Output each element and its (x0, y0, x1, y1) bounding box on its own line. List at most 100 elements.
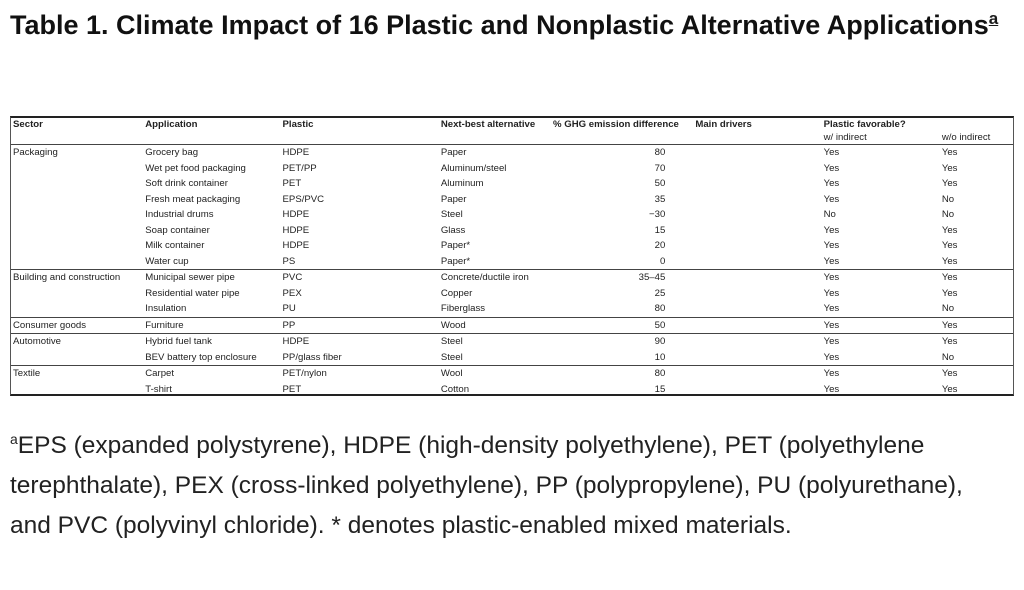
cell-alternative: Paper (440, 193, 467, 205)
cell-without-indirect: Yes (939, 365, 1013, 382)
cell-drivers (693, 192, 821, 208)
cell-alternative: Paper* (440, 255, 471, 267)
cell-sector (11, 238, 143, 254)
cell-application: Municipal sewer pipe (143, 269, 281, 286)
cell-application: Milk container (145, 240, 205, 251)
cell-alternative: Concrete/ductile iron (438, 269, 552, 286)
cell-without-indirect: No (941, 303, 955, 314)
cell-with-indirect: Yes (823, 178, 840, 189)
cell-without-indirect: Yes (941, 383, 958, 395)
cell-plastic: PS (282, 255, 296, 267)
cell-drivers (693, 238, 821, 254)
cell-plastic: PP/glass fiber (282, 351, 342, 363)
cell-without-indirect: Yes (941, 287, 958, 299)
cell-alternative: Wood (438, 316, 552, 334)
cell-without-indirect: Yes (941, 255, 958, 267)
cell-with-indirect: No (823, 209, 836, 220)
cell-drivers (693, 316, 822, 334)
cell-drivers (693, 161, 821, 177)
cell-application: Fresh meat packaging (145, 193, 241, 205)
cell-ghg: 0 (659, 255, 666, 267)
cell-plastic: PEX (282, 287, 302, 299)
cell-plastic: HDPE (282, 240, 310, 251)
cell-ghg: 50 (654, 178, 666, 189)
table-row: Wet pet food packaging PET/PP Aluminum/ste… (11, 161, 1013, 177)
cell-sector: Automotive (11, 333, 144, 350)
header-ghg: % GHG emission difference (553, 119, 679, 130)
table-row: Water cup PS Paper* 0 Yes Yes (11, 254, 1013, 270)
cell-without-indirect: No (941, 351, 955, 363)
table-body: Packaging Grocery bag HDPE Paper 80 Yes Yes Wet… (11, 145, 1013, 398)
cell-ghg: 15 (654, 383, 666, 395)
cell-sector (11, 254, 143, 270)
cell-drivers (693, 269, 822, 286)
table-row: Building and construction Municipal sewer… (11, 269, 1013, 286)
table-title: Table 1. Climate Impact of 16 Plastic an… (10, 4, 1010, 46)
cell-ghg: 10 (654, 351, 666, 363)
table-row: T-shirt PET Cotton 15 Yes Yes (11, 382, 1013, 398)
cell-drivers (693, 254, 821, 270)
cell-sector (11, 223, 143, 239)
cell-sector (11, 176, 143, 192)
table-row: Textile Carpet PET/nylon Wool 80 Yes Yes (11, 365, 1013, 382)
header-sector: Sector (13, 119, 43, 130)
cell-sector (11, 301, 143, 317)
cell-plastic: HDPE (282, 224, 310, 236)
cell-application: Residential water pipe (145, 287, 240, 299)
cell-with-indirect: Yes (821, 365, 940, 382)
cell-drivers (693, 301, 821, 317)
cell-plastic: PET/PP (282, 162, 317, 174)
footnote-link[interactable]: a (988, 9, 999, 28)
header-empty (940, 118, 1013, 131)
cell-application: Carpet (143, 365, 281, 382)
cell-plastic: PET (282, 383, 302, 395)
footnote-text: EPS (expanded polystyrene), HDPE (high-d… (10, 432, 963, 539)
cell-plastic: PET (282, 178, 302, 189)
cell-plastic: HDPE (282, 209, 310, 220)
cell-drivers (693, 350, 821, 366)
cell-application: Grocery bag (145, 147, 199, 158)
cell-alternative: Cotton (440, 383, 470, 395)
table-row: Fresh meat packaging EPS/PVC Paper 35 Yes No (11, 192, 1013, 208)
cell-alternative: Glass (440, 224, 466, 236)
cell-ghg: −30 (649, 209, 666, 220)
subheader-row: w/ indirect w/o indirect (11, 131, 1013, 145)
cell-ghg: 35–45 (551, 269, 694, 286)
cell-alternative: Aluminum/steel (440, 162, 507, 174)
cell-alternative: Steel (440, 351, 463, 363)
header-drivers: Main drivers (695, 119, 752, 130)
cell-sector: Packaging (13, 147, 58, 158)
cell-sector: Textile (11, 365, 144, 382)
cell-ghg: 15 (654, 224, 666, 236)
subheader-1 (143, 131, 280, 145)
cell-application: Furniture (143, 316, 281, 334)
cell-without-indirect: Yes (939, 316, 1013, 334)
cell-alternative: Paper* (440, 240, 471, 251)
cell-plastic: HDPE (280, 333, 439, 350)
cell-sector: Building and construction (11, 269, 144, 286)
cell-without-indirect: Yes (941, 178, 958, 189)
cell-sector (11, 207, 143, 223)
cell-sector (11, 161, 143, 177)
footnote-marker: a (10, 430, 18, 447)
cell-alternative: Wool (438, 365, 552, 382)
cell-alternative: Steel (440, 209, 463, 220)
cell-ghg: 50 (551, 316, 694, 334)
cell-drivers (693, 176, 821, 192)
table-row: Packaging Grocery bag HDPE Paper 80 Yes Yes (11, 145, 1013, 161)
cell-plastic: PU (282, 303, 296, 314)
cell-application: Industrial drums (145, 209, 214, 220)
cell-application: BEV battery top enclosure (145, 351, 257, 363)
cell-with-indirect: Yes (821, 333, 940, 350)
cell-alternative: Steel (438, 333, 552, 350)
data-table-container: Sector Application Plastic Next-best alt… (10, 116, 1014, 396)
cell-sector (11, 382, 143, 398)
cell-plastic: PP (280, 316, 439, 334)
cell-application: Water cup (145, 255, 189, 267)
cell-with-indirect: Yes (823, 351, 840, 363)
subheader-4 (551, 131, 693, 145)
header-row: Sector Application Plastic Next-best alt… (11, 118, 1013, 131)
header-alternative: Next-best alternative (440, 119, 536, 130)
cell-without-indirect: No (941, 209, 955, 220)
cell-application: Soft drink container (145, 178, 228, 189)
